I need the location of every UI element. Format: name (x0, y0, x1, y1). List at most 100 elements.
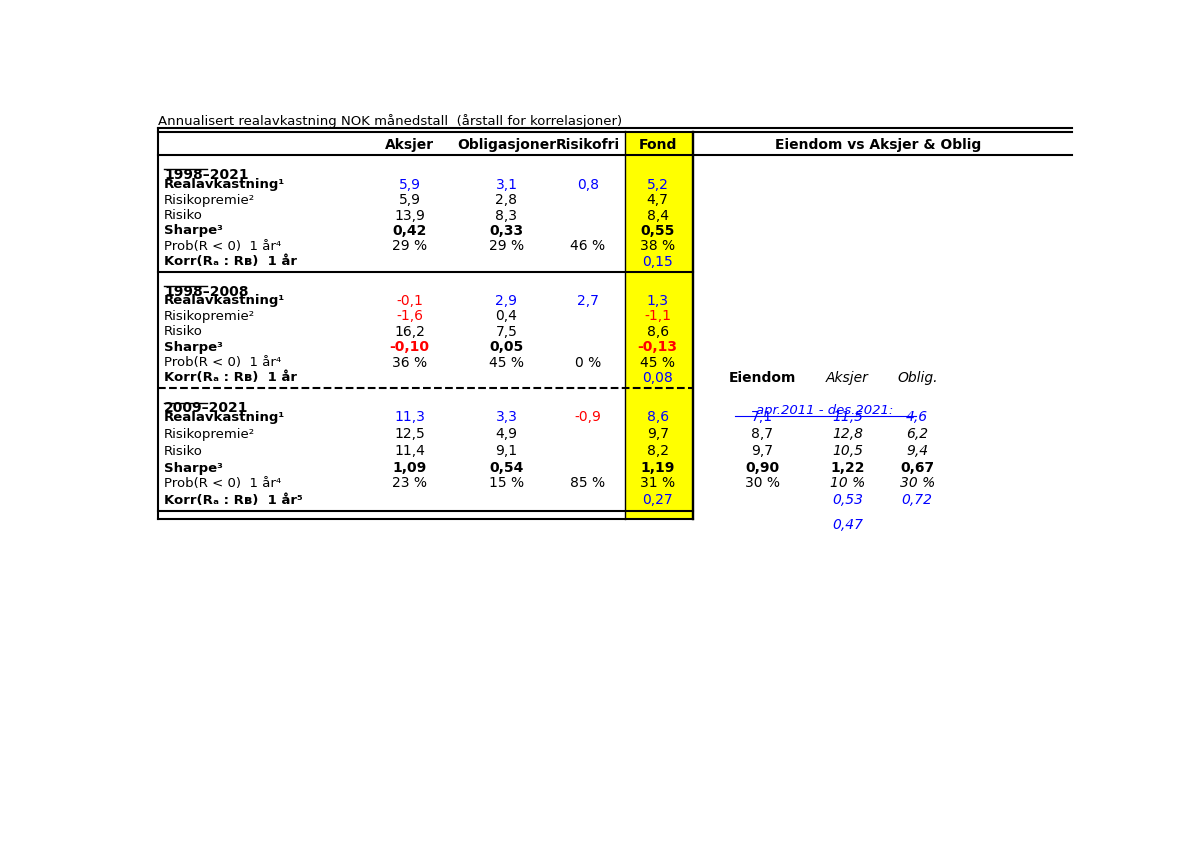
Text: 9,7: 9,7 (751, 444, 773, 458)
Text: 46 %: 46 % (570, 240, 606, 253)
Text: Annualisert realavkastning NOK månedstall  (årstall for korrelasjoner): Annualisert realavkastning NOK månedstal… (157, 114, 622, 128)
Text: 12,5: 12,5 (395, 427, 425, 442)
Text: Risiko: Risiko (164, 209, 203, 222)
Text: 0,8: 0,8 (577, 178, 599, 192)
Text: 8,4: 8,4 (647, 209, 668, 222)
Text: 0,55: 0,55 (641, 224, 674, 238)
Text: 0,42: 0,42 (392, 224, 427, 238)
Text: 29 %: 29 % (392, 240, 427, 253)
Text: 23 %: 23 % (392, 477, 427, 490)
Text: 85 %: 85 % (570, 477, 606, 490)
Text: 3,1: 3,1 (496, 178, 517, 192)
Text: Sharpe³: Sharpe³ (164, 461, 223, 474)
Text: 4,7: 4,7 (647, 193, 668, 207)
Text: 1998–2021: 1998–2021 (164, 168, 248, 182)
Text: 0,4: 0,4 (496, 309, 517, 323)
Text: 4,6: 4,6 (906, 411, 929, 424)
Text: 10,5: 10,5 (832, 444, 863, 458)
Text: Eiendom vs Aksjer & Oblig: Eiendom vs Aksjer & Oblig (775, 137, 982, 152)
Text: 0,08: 0,08 (642, 371, 673, 385)
Text: 9,4: 9,4 (906, 444, 929, 458)
Text: 5,9: 5,9 (398, 178, 421, 192)
Text: 8,6: 8,6 (647, 411, 668, 424)
Text: -0,9: -0,9 (575, 411, 601, 424)
Text: 0,27: 0,27 (642, 493, 673, 508)
Text: 8,3: 8,3 (496, 209, 517, 222)
Text: Eiendom: Eiendom (728, 371, 796, 385)
Text: 30 %: 30 % (745, 477, 780, 490)
Text: 5,2: 5,2 (647, 178, 668, 192)
Text: 0,72: 0,72 (901, 493, 932, 508)
Text: 0,33: 0,33 (490, 224, 523, 238)
Bar (625, 131, 691, 519)
Text: Realavkastning¹: Realavkastning¹ (164, 295, 286, 308)
Text: 29 %: 29 % (488, 240, 524, 253)
Text: Risiko: Risiko (164, 326, 203, 338)
Text: -1,1: -1,1 (644, 309, 671, 323)
Text: 30 %: 30 % (900, 477, 935, 490)
Text: -1,6: -1,6 (396, 309, 424, 323)
Text: 36 %: 36 % (392, 356, 427, 369)
Text: -0,13: -0,13 (637, 340, 678, 354)
Text: 3,3: 3,3 (496, 411, 517, 424)
Text: 8,6: 8,6 (647, 325, 668, 338)
Text: 1,3: 1,3 (647, 294, 668, 308)
Text: 10 %: 10 % (830, 477, 865, 490)
Text: -0,10: -0,10 (390, 340, 430, 354)
Text: Prob(R < 0)  1 år⁴: Prob(R < 0) 1 år⁴ (164, 240, 281, 253)
Text: 0,90: 0,90 (745, 461, 779, 475)
Text: -0,1: -0,1 (396, 294, 424, 308)
Text: Risikopremie²: Risikopremie² (164, 193, 256, 207)
Text: 0,67: 0,67 (900, 461, 935, 475)
Text: 11,3: 11,3 (394, 411, 425, 424)
Text: 38 %: 38 % (640, 240, 676, 253)
Text: 31 %: 31 % (640, 477, 676, 490)
Text: Korr(Rₐ : Rʙ)  1 år⁵: Korr(Rₐ : Rʙ) 1 år⁵ (164, 494, 302, 507)
Text: Obligasjoner: Obligasjoner (457, 137, 556, 152)
Text: Risiko: Risiko (164, 445, 203, 458)
Text: Risikofri: Risikofri (556, 137, 620, 152)
Text: Korr(Rₐ : Rʙ)  1 år: Korr(Rₐ : Rʙ) 1 år (164, 255, 296, 268)
Text: 7,5: 7,5 (496, 325, 517, 338)
Text: 2,7: 2,7 (577, 294, 599, 308)
Text: Risikopremie²: Risikopremie² (164, 310, 256, 323)
Text: 0,53: 0,53 (832, 493, 863, 508)
Text: Realavkastning¹: Realavkastning¹ (164, 411, 286, 423)
Text: 0,05: 0,05 (490, 340, 523, 354)
Text: 0 %: 0 % (575, 356, 601, 369)
Text: 8,7: 8,7 (751, 427, 773, 442)
Text: 12,8: 12,8 (832, 427, 863, 442)
Text: 1,22: 1,22 (830, 461, 865, 475)
Text: 0,47: 0,47 (832, 518, 863, 532)
Text: 0,54: 0,54 (490, 461, 523, 475)
Text: Aksjer: Aksjer (385, 137, 434, 152)
Text: Sharpe³: Sharpe³ (164, 224, 223, 237)
Text: 9,7: 9,7 (647, 427, 668, 442)
Text: 1998–2008: 1998–2008 (164, 285, 248, 299)
Text: 2009–2021: 2009–2021 (164, 401, 248, 415)
Text: 2,9: 2,9 (496, 294, 517, 308)
Text: 1,09: 1,09 (392, 461, 427, 475)
Text: 5,9: 5,9 (398, 193, 421, 207)
Text: 15 %: 15 % (488, 477, 524, 490)
Text: 11,4: 11,4 (394, 444, 425, 458)
Text: Korr(Rₐ : Rʙ)  1 år: Korr(Rₐ : Rʙ) 1 år (164, 371, 296, 385)
Text: 7,1: 7,1 (751, 411, 773, 424)
Text: Oblig.: Oblig. (898, 371, 937, 385)
Text: apr.2011 - des.2021:: apr.2011 - des.2021: (756, 404, 893, 417)
Text: Prob(R < 0)  1 år⁴: Prob(R < 0) 1 år⁴ (164, 477, 281, 490)
Text: Realavkastning¹: Realavkastning¹ (164, 178, 286, 192)
Text: 45 %: 45 % (490, 356, 524, 369)
Text: 16,2: 16,2 (394, 325, 425, 338)
Text: 1,19: 1,19 (641, 461, 674, 475)
Text: 45 %: 45 % (640, 356, 676, 369)
Text: 9,1: 9,1 (496, 444, 517, 458)
Text: Aksjer: Aksjer (826, 371, 869, 385)
Text: 8,2: 8,2 (647, 444, 668, 458)
Text: 0,15: 0,15 (642, 255, 673, 269)
Text: 2,8: 2,8 (496, 193, 517, 207)
Text: Sharpe³: Sharpe³ (164, 341, 223, 354)
Text: Risikopremie²: Risikopremie² (164, 428, 256, 441)
Text: 4,9: 4,9 (496, 427, 517, 442)
Text: 6,2: 6,2 (906, 427, 929, 442)
